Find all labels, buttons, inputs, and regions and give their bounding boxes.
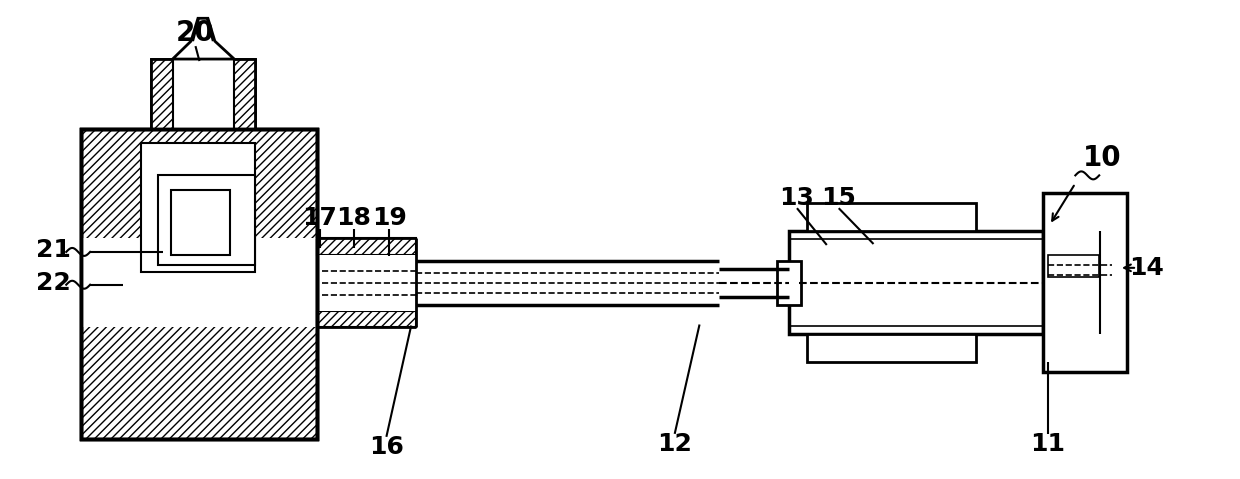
Bar [81, 238, 316, 328]
Text: 16: 16 [370, 435, 404, 459]
Polygon shape [172, 18, 234, 59]
Text: 14: 14 [1130, 256, 1164, 280]
Text: 17: 17 [303, 206, 337, 230]
Bar [316, 310, 417, 328]
Bar [81, 129, 316, 439]
Bar [171, 190, 231, 255]
Text: 11: 11 [1030, 432, 1065, 456]
Bar [316, 238, 417, 255]
Bar [81, 129, 316, 439]
Text: 15: 15 [821, 186, 856, 210]
Bar [807, 203, 976, 231]
Bar [1043, 193, 1127, 372]
Bar [807, 334, 976, 362]
Bar [151, 59, 255, 129]
Text: 19: 19 [372, 206, 407, 230]
Bar [1048, 255, 1099, 277]
Text: 13: 13 [780, 186, 815, 210]
Bar [172, 59, 234, 129]
Bar [151, 59, 255, 129]
Bar [777, 261, 801, 305]
Text: 18: 18 [336, 206, 371, 230]
Text: 20: 20 [176, 19, 215, 47]
Text: 22: 22 [36, 271, 71, 295]
Text: 21: 21 [36, 238, 71, 262]
Bar [81, 129, 316, 439]
Bar [141, 143, 255, 272]
Bar [157, 175, 255, 265]
Bar [789, 231, 1043, 334]
Bar [316, 255, 417, 310]
Text: 12: 12 [657, 432, 692, 456]
Text: 10: 10 [1083, 145, 1121, 172]
